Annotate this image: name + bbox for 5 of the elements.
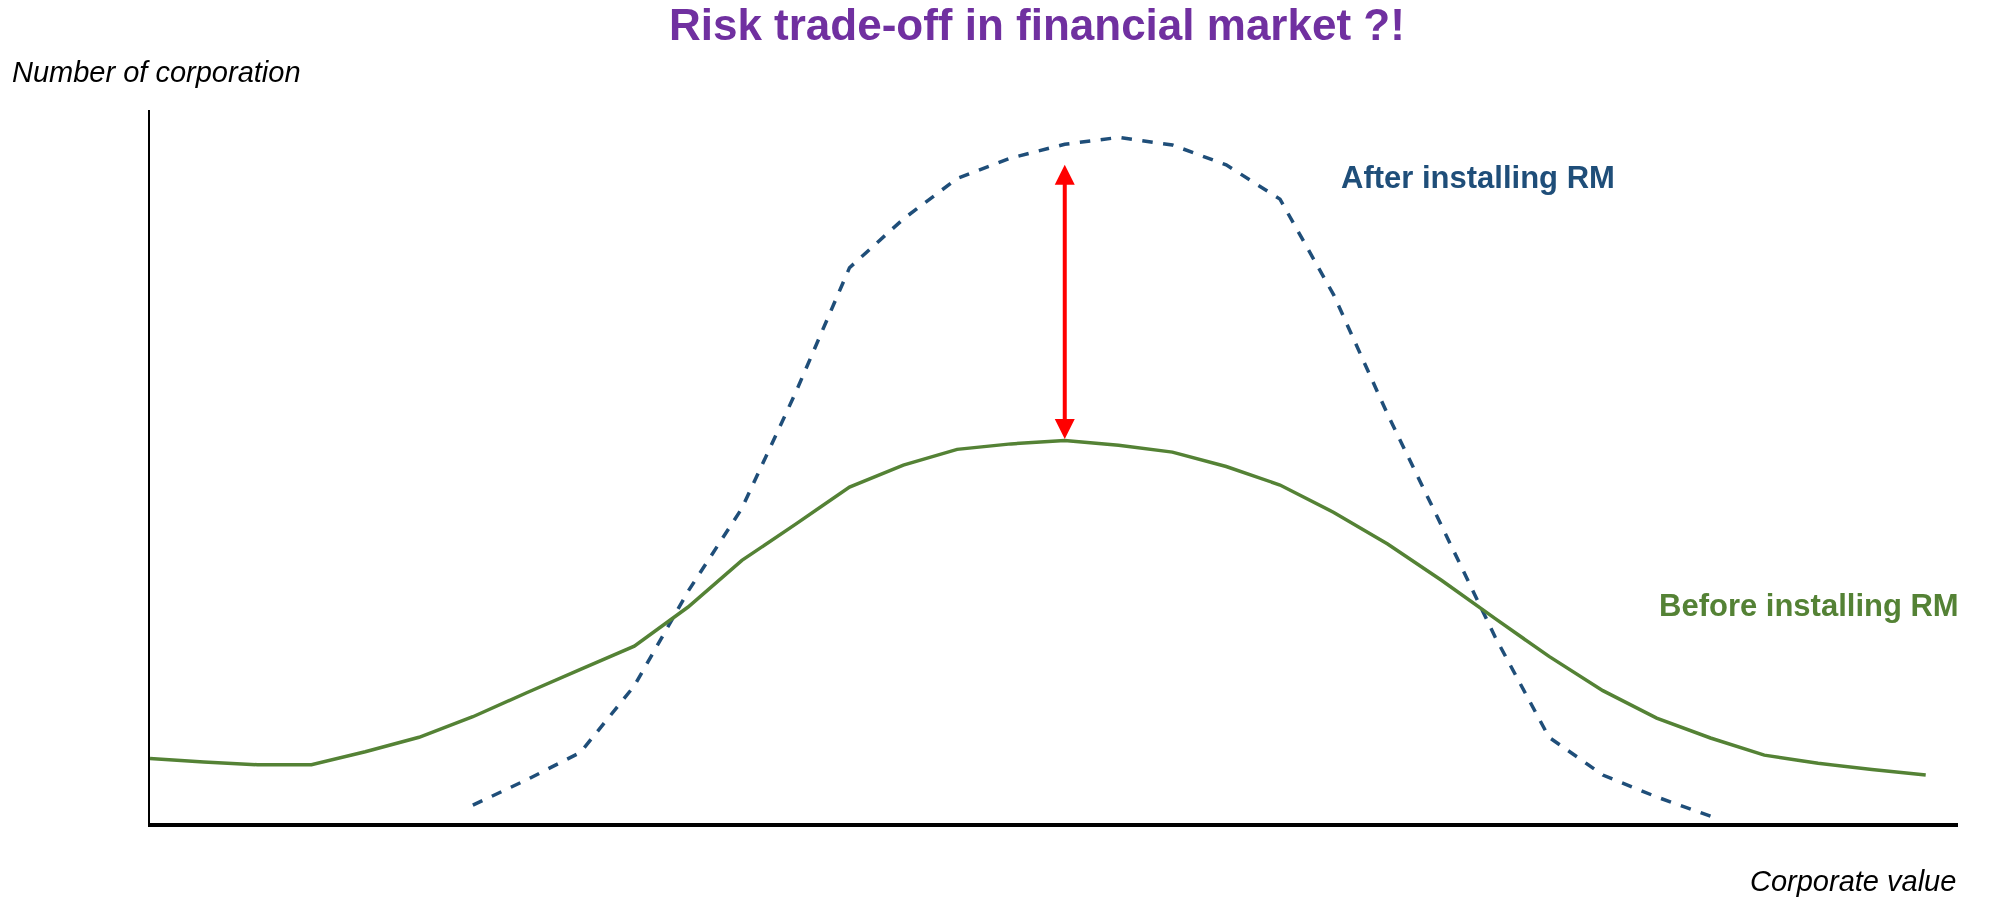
chart-title: Risk trade-off in financial market ?! (668, 0, 1405, 49)
y-axis-title: Number of corporation (12, 56, 301, 88)
text: Before installing RM (1659, 588, 1959, 623)
series-label: After installing RM (1341, 160, 1615, 195)
x-axis-title: Corporate value (1750, 865, 1957, 897)
